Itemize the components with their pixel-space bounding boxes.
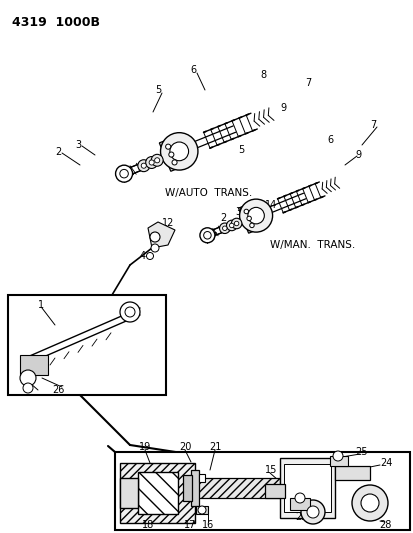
Circle shape: [244, 209, 248, 214]
Text: 5: 5: [237, 145, 244, 155]
Circle shape: [239, 199, 272, 232]
Circle shape: [300, 500, 324, 524]
Bar: [199, 474, 204, 482]
Text: 13: 13: [152, 233, 164, 243]
Text: 22: 22: [289, 497, 302, 507]
Text: 20: 20: [178, 442, 191, 452]
Circle shape: [306, 506, 318, 518]
Text: 1: 1: [38, 300, 44, 310]
Circle shape: [222, 226, 226, 230]
Circle shape: [226, 220, 236, 231]
Bar: [8, 295, 166, 395]
Circle shape: [146, 253, 153, 260]
Circle shape: [141, 163, 146, 168]
Circle shape: [115, 165, 132, 182]
Text: 16: 16: [202, 520, 214, 530]
Circle shape: [197, 506, 206, 514]
Circle shape: [219, 223, 230, 233]
Text: 2: 2: [219, 213, 225, 223]
Circle shape: [160, 133, 197, 170]
Circle shape: [360, 494, 378, 512]
Text: 9: 9: [354, 150, 360, 160]
Circle shape: [199, 228, 214, 243]
Bar: [329, 456, 347, 466]
Circle shape: [246, 216, 251, 221]
Circle shape: [150, 232, 159, 242]
Text: 26: 26: [52, 385, 64, 395]
Bar: [183, 475, 192, 501]
Circle shape: [332, 451, 342, 461]
Circle shape: [171, 160, 177, 165]
Text: 4: 4: [140, 251, 146, 261]
Bar: [20, 355, 48, 375]
Text: 12: 12: [161, 218, 174, 228]
Polygon shape: [238, 201, 266, 233]
Circle shape: [351, 485, 387, 521]
Circle shape: [145, 157, 157, 168]
Circle shape: [294, 493, 304, 503]
Circle shape: [151, 155, 163, 166]
Circle shape: [234, 221, 238, 226]
Text: 6: 6: [326, 135, 332, 145]
Circle shape: [151, 244, 159, 252]
Text: 7: 7: [369, 120, 375, 130]
Circle shape: [119, 169, 128, 178]
Text: W/AUTO  TRANS.: W/AUTO TRANS.: [165, 188, 252, 198]
Text: 14: 14: [264, 200, 277, 210]
Polygon shape: [159, 135, 191, 171]
Circle shape: [249, 223, 254, 228]
Bar: [264, 484, 284, 498]
Circle shape: [149, 160, 154, 165]
Text: 23: 23: [294, 512, 306, 522]
Text: 5: 5: [154, 85, 161, 95]
Bar: [120, 463, 195, 523]
Circle shape: [231, 218, 241, 229]
Text: 27: 27: [204, 232, 217, 242]
Polygon shape: [147, 222, 175, 248]
Text: 19: 19: [138, 442, 151, 452]
Bar: [195, 478, 279, 498]
Circle shape: [203, 231, 211, 239]
Bar: [115, 452, 409, 530]
Text: 9: 9: [279, 103, 285, 113]
Bar: [190, 470, 199, 506]
Text: 24: 24: [379, 458, 392, 468]
Text: 28: 28: [378, 520, 390, 530]
Bar: [283, 464, 330, 512]
Circle shape: [120, 302, 140, 322]
Bar: [334, 466, 369, 480]
Text: 6: 6: [190, 65, 196, 75]
Circle shape: [20, 370, 36, 386]
Circle shape: [23, 383, 33, 393]
Circle shape: [169, 142, 188, 161]
Bar: [279, 458, 334, 518]
Circle shape: [154, 158, 159, 163]
Text: 4319  1000B: 4319 1000B: [12, 16, 100, 29]
Bar: [120, 478, 138, 508]
Bar: [289, 498, 309, 510]
Text: 8: 8: [259, 70, 266, 80]
Text: W/MAN.  TRANS.: W/MAN. TRANS.: [269, 240, 354, 250]
Circle shape: [169, 152, 173, 157]
Circle shape: [138, 160, 150, 172]
Text: 15: 15: [264, 465, 277, 475]
Text: 7: 7: [304, 78, 311, 88]
Bar: [195, 506, 207, 514]
Text: 25: 25: [354, 447, 367, 457]
Text: 2: 2: [55, 147, 61, 157]
Text: 21: 21: [208, 442, 221, 452]
Circle shape: [247, 207, 264, 224]
Circle shape: [165, 144, 170, 149]
Circle shape: [229, 223, 233, 228]
Text: 18: 18: [142, 520, 154, 530]
Bar: [138, 472, 178, 514]
Circle shape: [125, 307, 135, 317]
Text: 3: 3: [235, 207, 240, 217]
Text: 3: 3: [75, 140, 81, 150]
Text: 17: 17: [183, 520, 196, 530]
